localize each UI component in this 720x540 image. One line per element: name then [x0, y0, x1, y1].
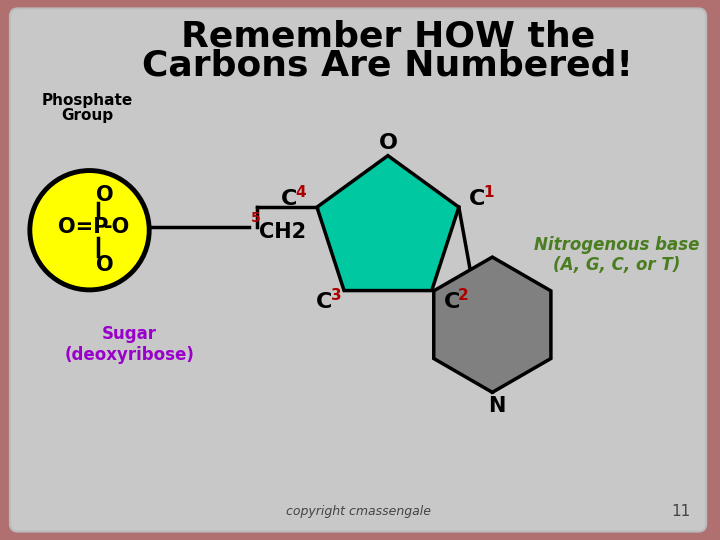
Text: O=P: O=P — [58, 217, 109, 237]
Polygon shape — [433, 257, 551, 393]
Text: 4: 4 — [296, 185, 306, 200]
Text: Remember HOW the: Remember HOW the — [181, 19, 595, 53]
Text: CH2: CH2 — [258, 222, 306, 242]
Text: C: C — [444, 293, 460, 313]
Text: Phosphate: Phosphate — [42, 93, 133, 109]
Text: 3: 3 — [330, 288, 341, 303]
Text: O: O — [379, 133, 397, 153]
Text: O: O — [96, 185, 113, 205]
Text: N: N — [489, 396, 506, 416]
Text: (A, G, C, or T): (A, G, C, or T) — [553, 256, 680, 274]
Text: 1: 1 — [483, 185, 494, 200]
Text: 2: 2 — [458, 288, 469, 303]
FancyBboxPatch shape — [10, 9, 706, 531]
Text: C: C — [281, 189, 297, 209]
Text: Sugar
(deoxyribose): Sugar (deoxyribose) — [64, 325, 194, 364]
Text: 5: 5 — [251, 211, 261, 225]
Text: O: O — [96, 255, 113, 275]
Text: C: C — [469, 189, 485, 209]
Polygon shape — [317, 156, 459, 291]
Circle shape — [30, 171, 149, 290]
Text: Nitrogenous base: Nitrogenous base — [534, 236, 699, 254]
Text: 11: 11 — [672, 504, 691, 519]
Text: Carbons Are Numbered!: Carbons Are Numbered! — [143, 48, 634, 82]
Text: -O: -O — [104, 217, 130, 237]
Text: copyright cmassengale: copyright cmassengale — [286, 505, 431, 518]
Text: Group: Group — [61, 109, 114, 123]
Text: C: C — [316, 293, 333, 313]
